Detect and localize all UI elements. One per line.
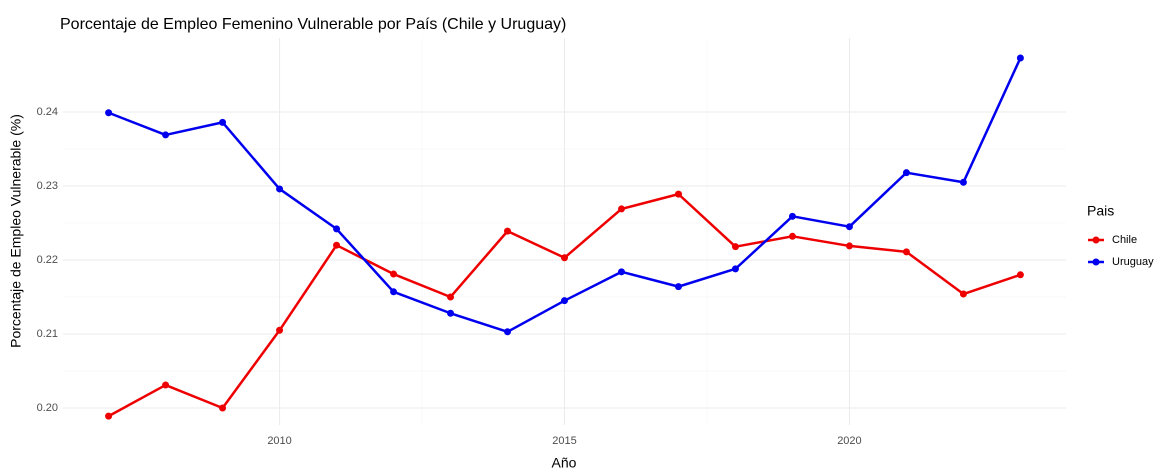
data-point: [390, 270, 398, 278]
legend-label: Chile: [1112, 234, 1137, 246]
data-point: [617, 205, 625, 213]
y-axis-label: Porcentaje de Empleo Vulnerable (%): [8, 114, 24, 348]
data-point: [219, 404, 227, 412]
data-point: [674, 283, 682, 291]
data-point: [333, 225, 341, 233]
y-tick-label: 0.22: [37, 254, 58, 266]
data-point: [219, 118, 227, 126]
x-tick-label: 2020: [837, 435, 861, 447]
data-point: [1016, 54, 1024, 62]
data-point: [447, 293, 455, 301]
data-point: [617, 268, 625, 276]
data-point: [731, 243, 739, 251]
legend-swatch-point: [1092, 258, 1100, 266]
data-point: [447, 309, 455, 317]
y-tick-label: 0.23: [37, 180, 58, 192]
data-point: [674, 190, 682, 198]
data-point: [504, 227, 512, 235]
data-point: [105, 412, 113, 420]
legend-title: Pais: [1087, 203, 1114, 219]
y-tick-label: 0.24: [37, 106, 58, 118]
data-point: [788, 232, 796, 240]
data-point: [1016, 271, 1024, 279]
data-point: [902, 169, 910, 177]
x-tick-label: 2015: [552, 435, 576, 447]
data-point: [333, 241, 341, 249]
chart-title: Porcentaje de Empleo Femenino Vulnerable…: [60, 16, 566, 33]
data-point: [390, 288, 398, 296]
data-point: [105, 109, 113, 117]
y-tick-label: 0.21: [37, 328, 58, 340]
data-point: [959, 290, 967, 298]
data-point: [959, 178, 967, 186]
data-point: [788, 212, 796, 220]
data-point: [276, 326, 284, 334]
data-point: [731, 265, 739, 273]
legend-label: Uruguay: [1112, 256, 1154, 268]
legend-swatch-point: [1092, 236, 1100, 244]
x-axis-label: Año: [552, 455, 577, 471]
data-point: [845, 223, 853, 231]
data-point: [162, 381, 170, 389]
data-point: [276, 185, 284, 193]
data-point: [162, 131, 170, 139]
data-point: [561, 254, 568, 262]
x-tick-label: 2010: [267, 435, 291, 447]
data-point: [902, 248, 910, 256]
data-point: [845, 242, 853, 250]
data-point: [504, 328, 512, 336]
data-point: [561, 297, 568, 305]
y-tick-label: 0.20: [37, 402, 58, 414]
